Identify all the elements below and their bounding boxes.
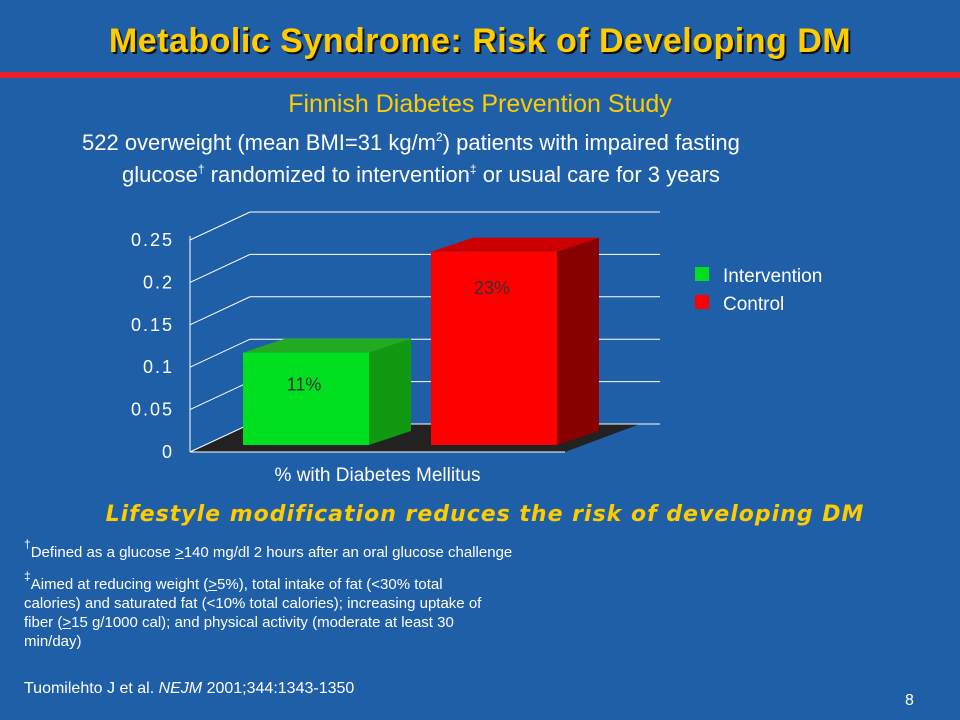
footnote-geq: >: [174, 544, 184, 561]
bar-side-control: [557, 237, 599, 445]
bar-control: [431, 251, 557, 445]
citation-authors: Tuomilehto J et al.: [24, 680, 159, 697]
gridline: [189, 211, 660, 241]
footnote-dagger: †Defined as a glucose >140 mg/dl 2 hours…: [24, 538, 513, 562]
bar-top-control: [431, 237, 599, 252]
study-description-line1: 522 overweight (mean BMI=31 kg/m2) patie…: [82, 130, 740, 156]
desc-text: or usual care for 3 years: [476, 162, 720, 187]
conclusion-text: Lifestyle modification reduces the risk …: [105, 502, 865, 527]
y-tick-label: 0.2: [143, 272, 174, 292]
bar-intervention: [243, 352, 369, 445]
dagger-mark: †: [24, 537, 31, 551]
study-subtitle: Finnish Diabetes Prevention Study: [288, 90, 672, 118]
legend-swatch-control: [695, 295, 709, 309]
double-dagger-mark: ‡: [24, 569, 31, 583]
slide-title: Metabolic Syndrome: Risk of Developing D…: [108, 22, 852, 60]
legend-label-intervention: Intervention: [723, 266, 823, 287]
desc-text: ) patients with impaired fasting: [442, 130, 740, 155]
data-label-control: 23%: [474, 278, 510, 298]
chart-legend: Intervention Control: [695, 263, 822, 319]
title-rule: [0, 72, 960, 78]
legend-item-control: Control: [695, 291, 822, 319]
legend-label-control: Control: [723, 294, 785, 315]
data-label-intervention: 11%: [287, 375, 322, 395]
study-description-line2: glucose† randomized to intervention‡ or …: [122, 162, 720, 188]
citation: Tuomilehto J et al. NEJM 2001;344:1343-1…: [24, 680, 354, 698]
footnote-text: 5%), total intake of fat (<30% total cal…: [24, 576, 482, 631]
legend-swatch-intervention: [695, 267, 709, 281]
footnote-text: 140 mg/dl 2 hours after an oral glucose …: [183, 544, 513, 561]
desc-text: 522 overweight (mean BMI=31 kg/m: [82, 130, 437, 155]
footnote-text: Aimed at reducing weight (: [30, 576, 209, 593]
y-tick-label: 0.15: [131, 315, 174, 335]
desc-superscript: 2: [436, 130, 443, 144]
y-tick-label: 0.05: [131, 400, 174, 420]
footnote-text: Defined as a glucose: [30, 544, 175, 561]
citation-journal: NEJM: [158, 680, 203, 697]
x-category-label: % with Diabetes Mellitus: [274, 465, 481, 486]
bar-top-intervention: [243, 338, 411, 353]
y-tick-label: 0: [162, 442, 174, 462]
y-tick-label: 0.25: [131, 230, 174, 250]
page-number: 8: [905, 692, 914, 709]
desc-text: glucose: [122, 162, 198, 187]
desc-text: randomized to intervention: [204, 162, 470, 187]
y-tick-label: 0.1: [143, 357, 174, 377]
citation-volume: 2001;344:1343-1350: [202, 680, 355, 697]
double-dagger-mark: ‡: [469, 162, 477, 176]
footnote-geq: >: [62, 614, 72, 631]
footnote-geq: >: [208, 576, 218, 593]
dagger-mark: †: [197, 162, 205, 176]
bar-side-intervention: [369, 338, 411, 445]
legend-item-intervention: Intervention: [695, 263, 822, 291]
footnote-text: 15 g/1000 cal); and physical activity (m…: [24, 614, 454, 650]
footnote-double-dagger: ‡Aimed at reducing weight (>5%), total i…: [24, 570, 494, 651]
